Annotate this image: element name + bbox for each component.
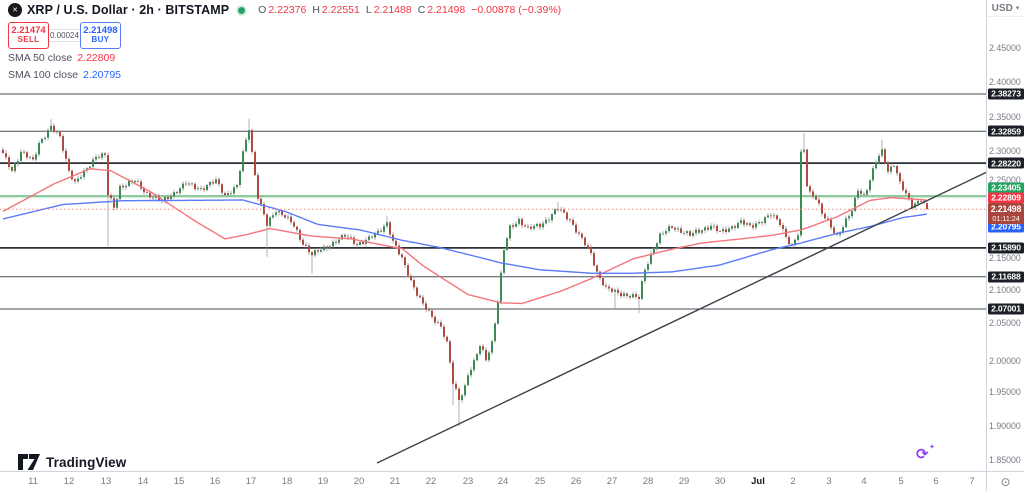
time-label: 7 xyxy=(969,476,975,487)
last-price-label: 2.21498 01:11:24 xyxy=(988,202,1024,224)
indicator-sma50-row[interactable]: SMA 50 close 2.22809 xyxy=(8,50,561,66)
time-label: Jul xyxy=(751,476,765,487)
sma-axis-label: 2.22809 xyxy=(988,192,1024,203)
pattern-assist-icon[interactable]: ⟳ ✦ xyxy=(916,444,940,465)
trade-buttons-row: 2.21474 SELL 0.00024 2.21498 BUY xyxy=(8,22,561,49)
time-label: 2 xyxy=(790,476,796,487)
time-label: 16 xyxy=(209,476,221,487)
price-level-label: 2.07001 xyxy=(988,303,1024,315)
time-label: 13 xyxy=(100,476,112,487)
tradingview-glyph-icon xyxy=(18,454,40,470)
price-level-label: 2.32859 xyxy=(988,125,1024,137)
time-label: 29 xyxy=(678,476,690,487)
tradingview-logo-text: TradingView xyxy=(46,454,127,470)
low-label: L xyxy=(365,4,372,16)
tradingview-logo[interactable]: TradingView xyxy=(18,454,126,470)
symbol-title-row[interactable]: ✕ XRP / U.S. Dollar · 2h · BITSTAMP O 2.… xyxy=(8,2,561,18)
currency-selector[interactable]: USD ▾ xyxy=(987,0,1024,17)
sell-price: 2.21474 xyxy=(11,25,46,37)
sma50-line xyxy=(2,168,928,305)
circular-arrow-icon: ⟳ xyxy=(916,446,929,463)
time-axis[interactable]: 11 12 13 14 15 16 17 18 19 20 21 22 23 24 25 26 27 28 29 30… xyxy=(0,471,986,491)
time-label: 14 xyxy=(137,476,149,487)
xrp-logo-icon: ✕ xyxy=(8,3,22,17)
crosshair-target-icon: ⊙ xyxy=(1000,474,1011,489)
price-level-label: 2.23405 xyxy=(988,182,1024,193)
time-label: 4 xyxy=(861,476,867,487)
open-value: 2.22376 xyxy=(268,4,307,16)
y-tick-label: 2.40000 xyxy=(989,77,1021,88)
y-tick-label: 1.90000 xyxy=(989,420,1021,431)
time-label: 28 xyxy=(642,476,654,487)
time-label: 17 xyxy=(245,476,257,487)
price-axis[interactable]: USD ▾ 2.45000 2.40000 2.35000 2.30000 2.2500… xyxy=(986,0,1024,471)
market-open-dot-icon xyxy=(238,6,246,14)
time-label: 27 xyxy=(606,476,618,487)
buy-label: BUY xyxy=(91,35,110,45)
price-level-label: 2.28220 xyxy=(988,157,1024,169)
chart-legend: ✕ XRP / U.S. Dollar · 2h · BITSTAMP O 2.… xyxy=(8,2,561,83)
close-label: C xyxy=(417,4,426,16)
time-label: 15 xyxy=(173,476,185,487)
y-tick-label: 2.05000 xyxy=(989,317,1021,328)
time-label: 11 xyxy=(28,476,38,487)
y-tick-label: 2.25000 xyxy=(989,175,1021,185)
close-value: 2.21498 xyxy=(427,4,466,16)
chevron-down-icon: ▾ xyxy=(1015,5,1020,12)
indicator-sma100-row[interactable]: SMA 100 close 2.20795 xyxy=(8,67,561,83)
sma50-name: SMA 50 close xyxy=(8,52,73,64)
price-level-label: 2.38273 xyxy=(988,88,1024,100)
change-value: −0.00878 (−0.39%) xyxy=(471,4,562,16)
sma-axis-label: 2.20795 xyxy=(988,221,1024,232)
time-label: 5 xyxy=(898,476,904,487)
symbol-title[interactable]: XRP / U.S. Dollar · 2h · BITSTAMP xyxy=(27,3,230,17)
high-value: 2.22551 xyxy=(321,4,360,16)
y-tick-label: 2.15000 xyxy=(989,253,1021,263)
time-label: 6 xyxy=(933,476,939,487)
y-tick-label: 1.95000 xyxy=(989,386,1021,397)
y-tick-label: 2.35000 xyxy=(989,111,1021,122)
time-label: 12 xyxy=(63,476,75,487)
high-label: H xyxy=(312,4,320,16)
time-label: 18 xyxy=(281,476,293,487)
low-value: 2.21488 xyxy=(373,4,412,16)
chart-canvas[interactable] xyxy=(0,0,986,471)
sma100-name: SMA 100 close xyxy=(8,69,79,81)
open-label: O xyxy=(258,4,267,16)
buy-button[interactable]: 2.21498 BUY xyxy=(79,22,121,49)
time-label: 3 xyxy=(826,476,832,487)
sma100-value: 2.20795 xyxy=(83,69,122,81)
price-level-label: 2.11688 xyxy=(988,271,1024,283)
sparkle-icon: ✦ xyxy=(929,444,935,451)
time-label: 21 xyxy=(389,476,401,487)
trendline-drawing xyxy=(376,171,986,464)
currency-label: USD xyxy=(991,2,1013,14)
last-price-value: 2.21498 xyxy=(990,203,1022,214)
time-label: 20 xyxy=(353,476,365,487)
sma100-line xyxy=(2,199,928,274)
time-label: 22 xyxy=(425,476,437,487)
buy-price: 2.21498 xyxy=(83,25,118,37)
time-label: 23 xyxy=(462,476,474,487)
sell-label: SELL xyxy=(17,35,40,45)
time-label: 19 xyxy=(317,476,329,487)
y-tick-label: 1.85000 xyxy=(989,455,1021,466)
sell-button[interactable]: 2.21474 SELL xyxy=(8,22,49,49)
y-tick-label: 2.45000 xyxy=(989,42,1021,53)
time-label: 30 xyxy=(714,476,726,487)
y-tick-label: 2.00000 xyxy=(989,356,1021,366)
time-label: 25 xyxy=(534,476,546,487)
time-label: 26 xyxy=(570,476,582,487)
y-tick-label: 2.10000 xyxy=(989,285,1021,295)
bar-close-countdown: 01:11:24 xyxy=(992,213,1020,223)
ohlc-readout: O 2.22376 H 2.22551 L 2.21488 C 2.21498 … xyxy=(258,4,561,16)
spread-value: 0.00024 xyxy=(49,29,80,42)
time-label: 24 xyxy=(497,476,509,487)
y-tick-label: 2.30000 xyxy=(989,145,1021,156)
price-level-label: 2.15890 xyxy=(988,242,1024,254)
sma50-value: 2.22809 xyxy=(77,52,116,64)
axis-corner-crosshair-button[interactable]: ⊙ xyxy=(986,471,1024,491)
